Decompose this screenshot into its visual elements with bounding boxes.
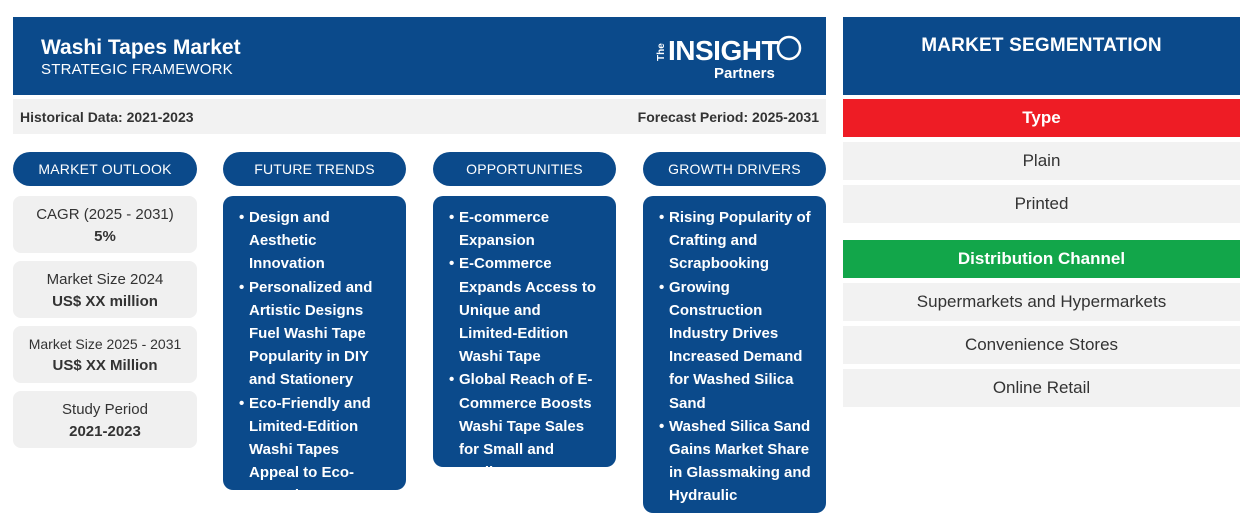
growth-drivers-card: Rising Popularity of Crafting and Scrapb…	[643, 196, 826, 528]
segment-item-online-retail: Online Retail	[843, 369, 1240, 407]
list-item: Rising Popularity of Crafting and Scrapb…	[659, 206, 812, 276]
segment-item-supermarkets: Supermarkets and Hypermarkets	[843, 283, 1240, 321]
list-item: Design and Aesthetic Innovation	[239, 206, 392, 276]
list-item: E-commerce Expansion	[449, 206, 602, 252]
stat-label: CAGR (2025 - 2031)	[36, 206, 174, 223]
outlook-stat-market-size-2024: Market Size 2024 US$ XX million	[13, 261, 197, 318]
segment-item-plain: Plain	[843, 142, 1240, 180]
report-header: Washi Tapes Market STRATEGIC FRAMEWORK T…	[13, 17, 826, 95]
segment-category-type: Type	[843, 99, 1240, 137]
outlook-stat-cagr: CAGR (2025 - 2031) 5%	[13, 196, 197, 253]
outlook-stat-market-size-forecast: Market Size 2025 - 2031 US$ XX Million	[13, 326, 197, 383]
future-trends-heading: FUTURE TRENDS	[223, 152, 406, 186]
list-item: Growing Construction Industry Drives Inc…	[659, 276, 812, 415]
growth-drivers-heading: GROWTH DRIVERS	[643, 152, 826, 186]
historical-data: Historical Data: 2021-2023	[20, 109, 194, 125]
logo-circle-icon	[776, 35, 802, 61]
report-subtitle: STRATEGIC FRAMEWORK	[41, 61, 233, 78]
opportunities-card: E-commerce Expansion E-Commerce Expands …	[433, 196, 616, 504]
logo-the-text: The	[656, 43, 667, 61]
segment-item-convenience-stores: Convenience Stores	[843, 326, 1240, 364]
forecast-period: Forecast Period: 2025-2031	[637, 109, 819, 125]
stat-label: Study Period	[62, 401, 148, 418]
stat-label: Market Size 2025 - 2031	[28, 336, 182, 352]
segment-item-printed: Printed	[843, 185, 1240, 223]
list-item: Personalized and Artistic Designs Fuel W…	[239, 276, 392, 392]
market-segmentation-title: MARKET SEGMENTATION	[843, 17, 1240, 95]
period-bar: Historical Data: 2021-2023 Forecast Peri…	[13, 99, 826, 134]
stat-label: Market Size 2024	[46, 271, 164, 288]
insight-partners-logo: The INSIGHT Partners	[656, 31, 806, 87]
stat-value: 5%	[94, 228, 116, 245]
list-item: Global Reach of E-Commerce Boosts Washi …	[449, 368, 602, 507]
outlook-stat-study-period: Study Period 2021-2023	[13, 391, 197, 448]
growth-drivers-list: Rising Popularity of Crafting and Scrapb…	[659, 206, 812, 531]
future-trends-list: Design and Aesthetic Innovation Personal…	[239, 206, 392, 531]
market-outlook-heading: MARKET OUTLOOK	[13, 152, 197, 186]
logo-insight-text: INSIGHT	[668, 35, 779, 66]
stat-value: 2021-2023	[69, 423, 141, 440]
logo-partners-text: Partners	[714, 65, 775, 82]
list-item: Washed Silica Sand Gains Market Share in…	[659, 415, 812, 531]
stat-value: US$ XX Million	[52, 357, 158, 374]
list-item: Eco-Friendly and Limited-Edition Washi T…	[239, 392, 392, 531]
list-item: E-Commerce Expands Access to Unique and …	[449, 252, 602, 368]
opportunities-heading: OPPORTUNITIES	[433, 152, 616, 186]
report-title: Washi Tapes Market	[41, 36, 241, 59]
future-trends-card: Design and Aesthetic Innovation Personal…	[223, 196, 406, 528]
segment-category-distribution-channel: Distribution Channel	[843, 240, 1240, 278]
opportunities-list: E-commerce Expansion E-Commerce Expands …	[449, 206, 602, 508]
stat-value: US$ XX million	[52, 293, 158, 310]
